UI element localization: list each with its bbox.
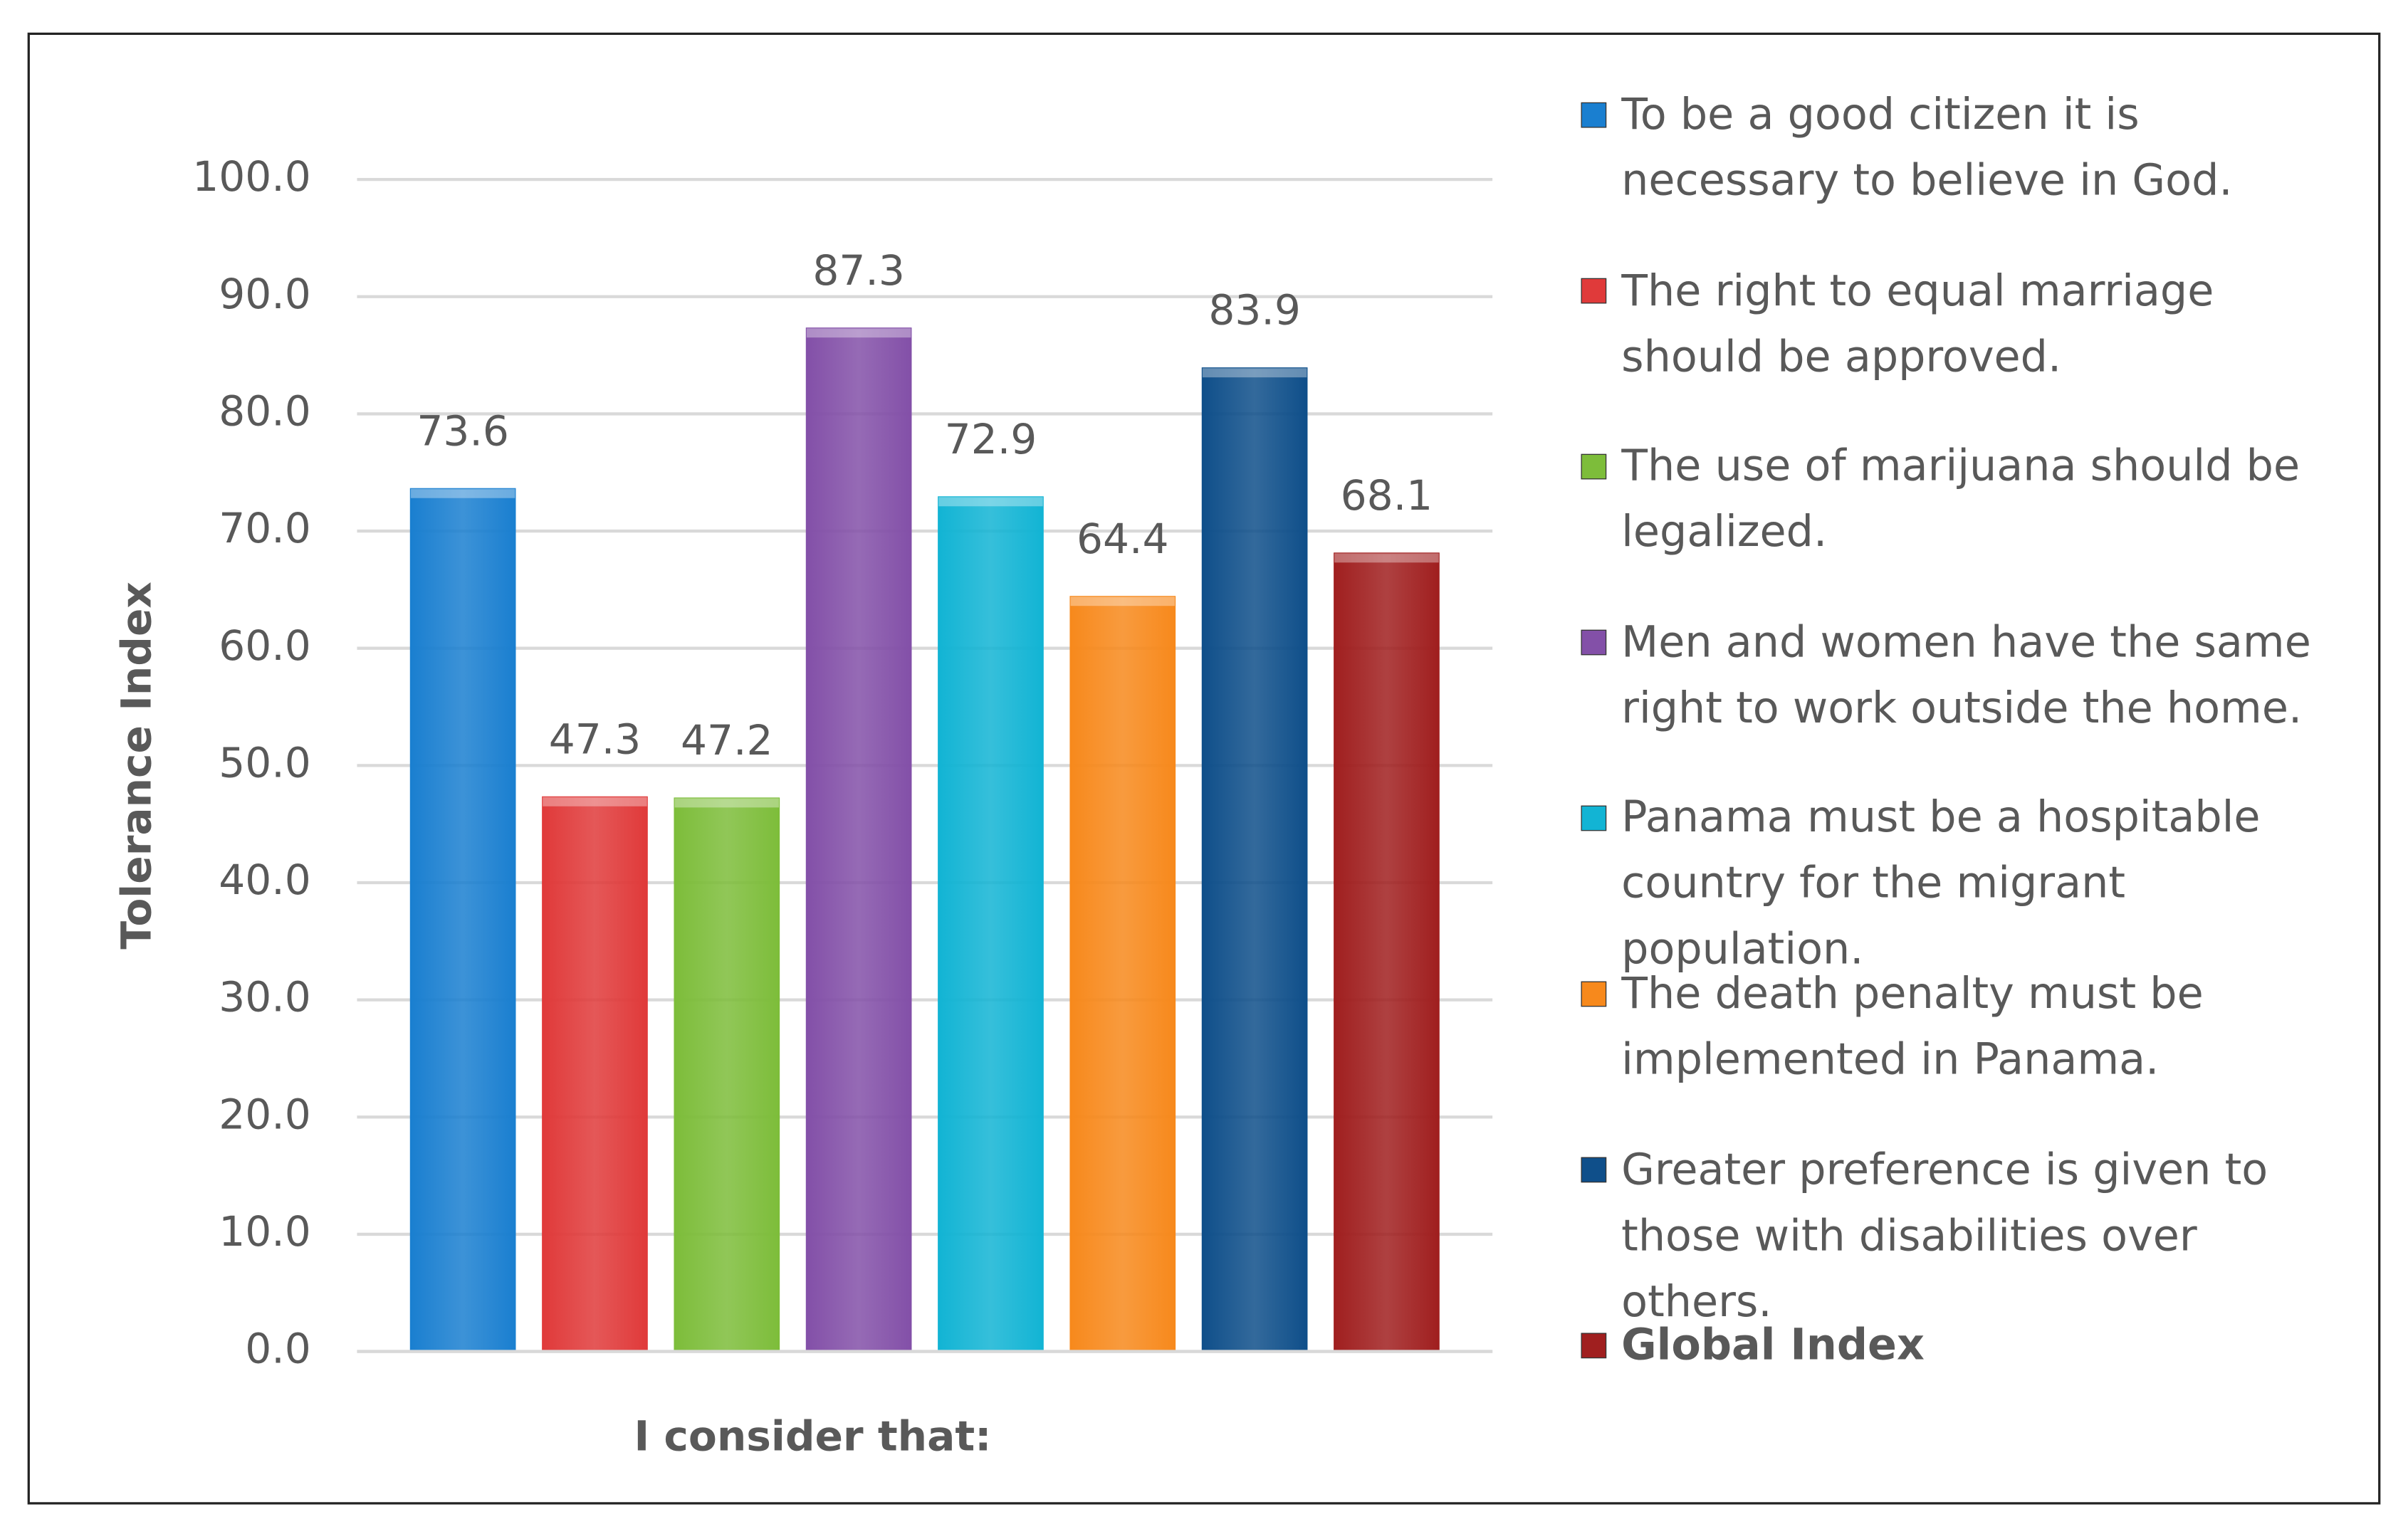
legend-swatch <box>1581 981 1607 1007</box>
legend-label: The use of marijuana should be legalized… <box>1621 440 2300 557</box>
legend-label: Men and women have the same right to wor… <box>1621 616 2311 733</box>
y-tick-label: 0.0 <box>245 1325 311 1373</box>
legend-label: Panama must be a hospitable country for … <box>1621 792 2261 975</box>
legend-label: To be a good citizen it is necessary to … <box>1621 88 2233 206</box>
value-label: 72.9 <box>945 415 1037 463</box>
y-tick-label: 80.0 <box>219 387 311 436</box>
legend-label: Global Index <box>1621 1319 1925 1370</box>
value-label: 47.3 <box>549 715 642 763</box>
bar-bevel <box>543 797 647 807</box>
bar-bevel <box>1334 553 1439 563</box>
y-tick-label: 90.0 <box>219 270 311 318</box>
bar <box>409 488 516 1352</box>
bar-bevel <box>1202 368 1307 378</box>
y-tick-label: 40.0 <box>219 856 311 904</box>
legend-swatch <box>1581 453 1607 480</box>
legend-swatch <box>1581 1333 1607 1359</box>
value-label: 47.2 <box>681 716 773 765</box>
y-tick-label: 70.0 <box>219 504 311 552</box>
bar-bevel <box>1070 597 1176 606</box>
y-tick-label: 20.0 <box>219 1090 311 1138</box>
legend-entry: Panama must be a hospitable country for … <box>1621 792 2261 975</box>
y-axis-label: Tolerance Index <box>112 582 161 950</box>
value-label: 64.4 <box>1077 515 1169 563</box>
value-label: 68.1 <box>1341 471 1433 520</box>
bar <box>542 796 648 1352</box>
legend-entry: To be a good citizen it is necessary to … <box>1621 88 2233 206</box>
bar <box>1201 367 1308 1352</box>
y-tick-label: 10.0 <box>219 1207 311 1256</box>
y-tick-label: 50.0 <box>219 738 311 787</box>
legend-swatch <box>1581 102 1607 128</box>
legend-entry: Greater preference is given to those wit… <box>1621 1143 2268 1327</box>
legend-swatch <box>1581 1157 1607 1183</box>
bar <box>938 496 1044 1352</box>
bar-bevel <box>674 798 780 808</box>
legend-entry: Men and women have the same right to wor… <box>1621 616 2311 733</box>
legend-swatch <box>1581 629 1607 656</box>
y-tick-label: 60.0 <box>219 621 311 670</box>
bar <box>1334 552 1440 1352</box>
x-axis-label: I consider that: <box>634 1412 992 1460</box>
legend-label: The death penalty must be implemented in… <box>1621 967 2204 1085</box>
bar-bevel <box>410 488 515 498</box>
bar-bevel <box>806 328 911 338</box>
legend-entry: The right to equal marriage should be ap… <box>1621 264 2214 382</box>
value-label: 83.9 <box>1208 286 1301 335</box>
legend-entry: The death penalty must be implemented in… <box>1621 967 2204 1085</box>
bar <box>674 797 780 1352</box>
bar-bevel <box>938 497 1043 507</box>
legend-entry: Global Index <box>1621 1319 1925 1370</box>
bar <box>805 327 912 1352</box>
bar <box>1069 596 1176 1352</box>
legend-label: The right to equal marriage should be ap… <box>1621 264 2214 382</box>
legend-entry: The use of marijuana should be legalized… <box>1621 440 2300 557</box>
value-label: 87.3 <box>812 246 905 295</box>
legend-label: Greater preference is given to those wit… <box>1621 1143 2268 1327</box>
y-tick-label: 30.0 <box>219 973 311 1021</box>
legend-swatch <box>1581 805 1607 831</box>
legend-swatch <box>1581 278 1607 304</box>
y-tick-label: 100.0 <box>192 152 311 201</box>
value-label: 73.6 <box>417 406 509 455</box>
